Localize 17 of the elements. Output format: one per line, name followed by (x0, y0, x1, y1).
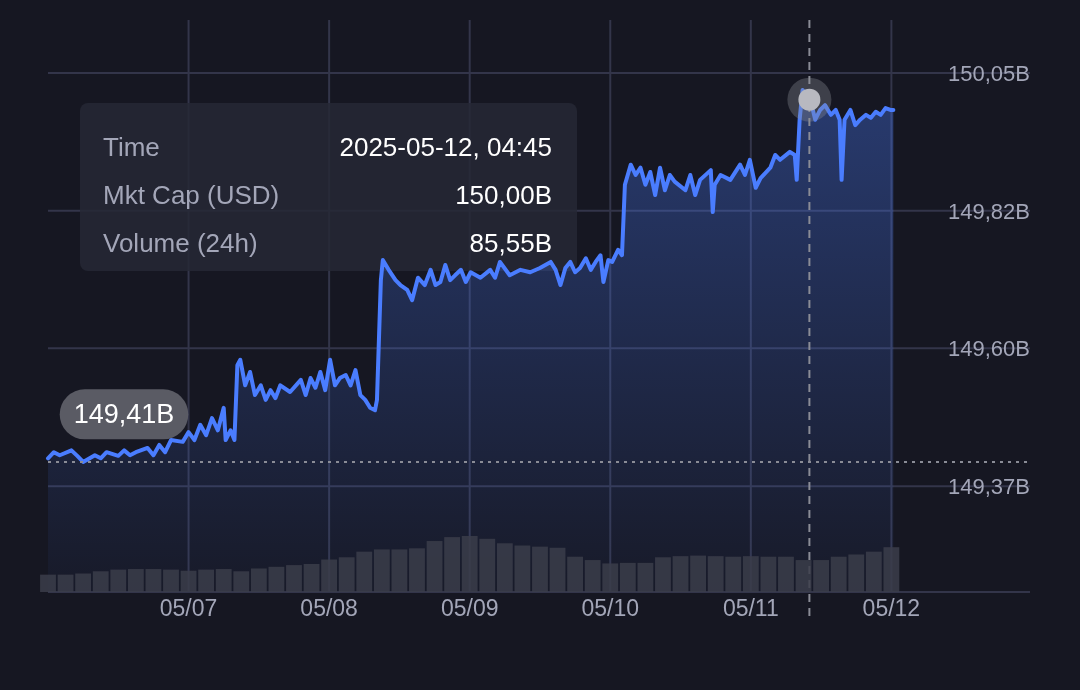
annotation: 2025-05-12, 04:45 (339, 132, 552, 163)
x-tick-label: 05/11 (722, 595, 779, 622)
y-tick-label: 149,60B (948, 335, 1030, 361)
ref-line-label: 149,41B (73, 399, 175, 430)
annotation: Volume (24h) (103, 228, 258, 259)
x-tick-label: 05/09 (440, 595, 499, 622)
x-tick-label: 05/08 (300, 595, 358, 622)
annotation: Time (103, 132, 160, 163)
annotation: 85,55B (469, 228, 552, 259)
y-tick-label: 150,05B (948, 60, 1030, 86)
annotation: Mkt Cap (USD) (103, 180, 280, 211)
x-tick-label: 05/12 (862, 595, 921, 622)
x-tick-label: 05/10 (581, 595, 640, 622)
x-tick-label: 05/07 (159, 595, 218, 622)
y-tick-label: 149,82B (948, 198, 1030, 224)
y-tick-label: 149,37B (948, 473, 1030, 499)
annotation: 150,00B (455, 180, 552, 211)
